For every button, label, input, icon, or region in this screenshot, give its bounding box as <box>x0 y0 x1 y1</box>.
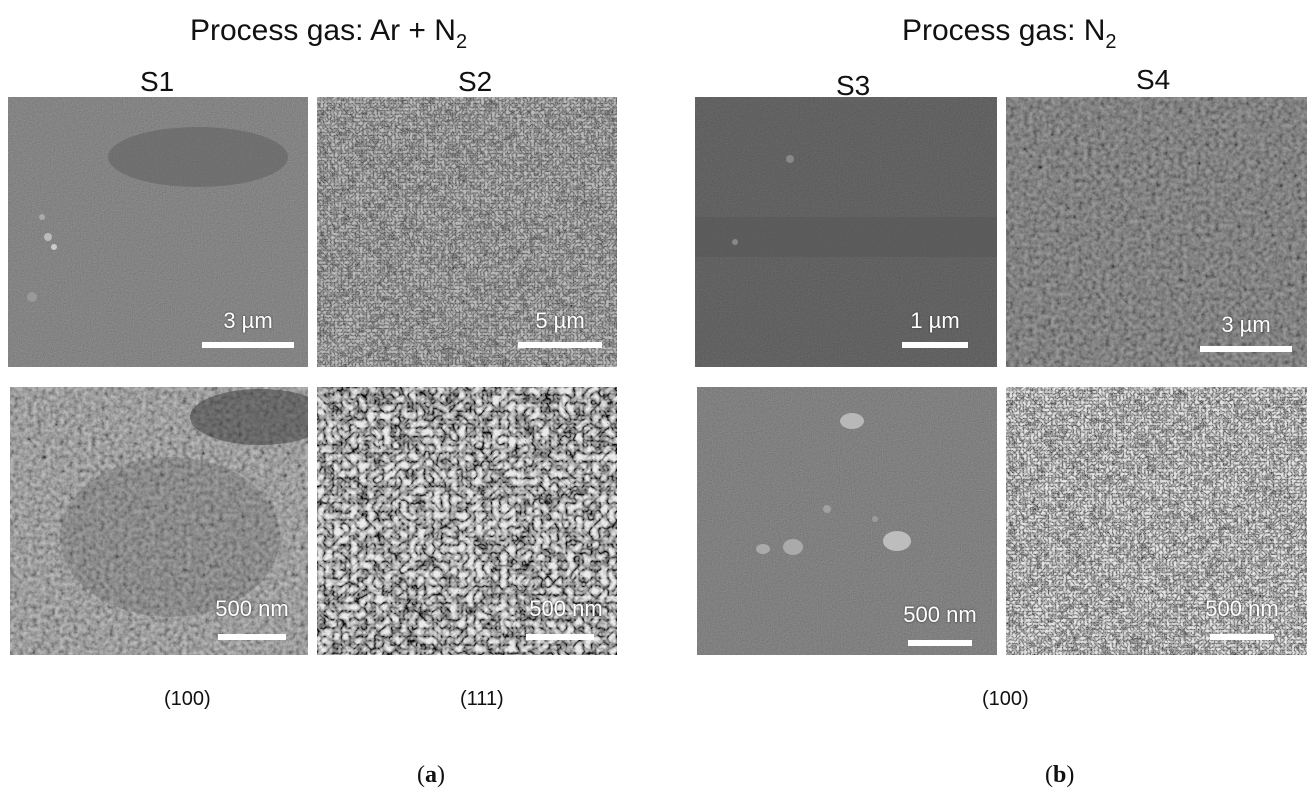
scale-label-s4-bottom: 500 nm <box>1205 596 1279 621</box>
panel-letter-b: b <box>1053 762 1067 788</box>
scale-bar-s2-bottom: 500 nm <box>520 596 612 640</box>
scale-label-s1-bottom: 500 nm <box>215 596 289 621</box>
scale-label-s2-bottom: 500 nm <box>529 596 603 621</box>
group-a-title-main: Process gas: Ar + N <box>190 14 456 47</box>
sample-label-s3: S3 <box>836 70 871 101</box>
scale-bar-s2-top: 5 µm <box>518 308 602 348</box>
scale-line-s2-bottom <box>526 634 594 640</box>
panel-label-b: (b) <box>1045 762 1075 788</box>
group-b-title-main: Process gas: N <box>902 14 1106 47</box>
sem-image-s3-bottom <box>697 387 997 655</box>
orientation-label-b: (100) <box>982 688 1029 710</box>
orientation-label-a-right: (111) <box>460 688 504 710</box>
sem-image-s1-top <box>8 97 308 367</box>
scale-bar-s4-top: 3 µm <box>1200 312 1292 352</box>
scale-bar-s4-bottom: 500 nm <box>1196 596 1288 640</box>
scale-line-s4-bottom <box>1210 634 1274 640</box>
group-b-title-sub: 2 <box>1105 31 1117 53</box>
scale-bar-s3-top: 1 µm <box>902 308 968 348</box>
scale-line-s1-top <box>202 342 294 348</box>
sem-image-s4-bottom <box>1006 387 1307 655</box>
scale-line-s3-top <box>902 342 968 348</box>
scale-label-s4-top: 3 µm <box>1221 312 1271 337</box>
sem-image-s2-bottom <box>317 387 617 655</box>
scale-bar-s1-top: 3 µm <box>202 308 294 348</box>
scale-line-s3-bottom <box>908 640 972 646</box>
sem-image-s2-top <box>317 97 617 367</box>
scale-label-s1-top: 3 µm <box>223 308 273 333</box>
scale-line-s4-top <box>1200 346 1292 352</box>
scale-bar-s1-bottom: 500 nm <box>206 596 298 640</box>
group-a-title: Process gas: Ar + N2 <box>190 14 467 54</box>
sem-image-s3-top <box>695 97 997 367</box>
sem-image-s1-bottom <box>10 387 308 655</box>
panel-letter-a: a <box>425 762 437 788</box>
sample-label-s4: S4 <box>1136 64 1171 95</box>
group-a-title-sub: 2 <box>455 31 468 53</box>
scale-label-s2-top: 5 µm <box>535 308 585 333</box>
panel-label-a: (a) <box>417 762 445 788</box>
scale-bar-s3-bottom: 500 nm <box>894 602 986 646</box>
sample-label-s2: S2 <box>458 66 493 97</box>
orientation-label-a-left: (100) <box>164 688 211 710</box>
scale-label-s3-top: 1 µm <box>910 308 960 333</box>
sample-label-s1: S1 <box>140 66 175 97</box>
scale-label-s3-bottom: 500 nm <box>903 602 977 627</box>
scale-line-s2-top <box>518 342 602 348</box>
sem-image-s4-top <box>1006 97 1307 367</box>
group-b-title: Process gas: N2 <box>902 14 1117 54</box>
scale-line-s1-bottom <box>218 634 286 640</box>
